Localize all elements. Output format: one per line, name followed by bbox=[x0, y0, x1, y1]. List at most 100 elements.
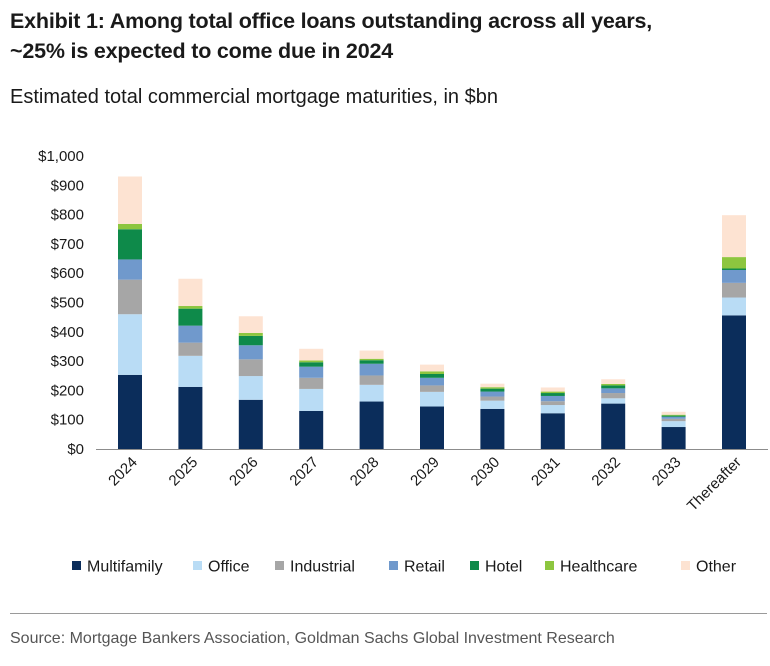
bar-segment-hotel-2030 bbox=[480, 388, 505, 392]
legend-swatch-retail bbox=[389, 561, 398, 570]
bar-segment-multifamily-2026 bbox=[238, 399, 263, 449]
bar-segment-industrial-2028 bbox=[359, 375, 384, 385]
y-tick-label: $700 bbox=[51, 236, 84, 253]
y-tick-label: $500 bbox=[51, 295, 84, 312]
bar-segment-industrial-2024 bbox=[118, 279, 142, 315]
legend-swatch-healthcare bbox=[545, 561, 554, 570]
bar-segment-retail-2024 bbox=[118, 259, 142, 280]
bar-segment-other-2029 bbox=[420, 364, 444, 372]
chart-title: Exhibit 1: Among total office loans outs… bbox=[10, 6, 760, 66]
bar-segment-office-2025 bbox=[178, 355, 203, 387]
x-tick-label: 2024 bbox=[105, 454, 141, 490]
y-tick-label: $600 bbox=[51, 265, 84, 282]
bar-segment-healthcare-2030 bbox=[480, 387, 505, 389]
bar-segment-office-2026 bbox=[238, 376, 263, 400]
bar-segment-industrial-2033 bbox=[661, 418, 686, 422]
y-tick-label: $900 bbox=[51, 177, 84, 194]
y-tick-label: $400 bbox=[51, 324, 84, 341]
stacked-bar-chart: $0 $100 $200 $300 $400 $500 $600 $700 $800 $900 $1… bbox=[38, 148, 768, 576]
y-tick-label: $0 bbox=[67, 441, 84, 458]
bar-segment-hotel-2031 bbox=[540, 393, 565, 396]
legend-swatch-multifamily bbox=[72, 561, 81, 570]
bar-segment-industrial-thereafter bbox=[722, 282, 746, 298]
bar-segment-healthcare-2027 bbox=[299, 360, 324, 363]
bar-segment-industrial-2031 bbox=[540, 401, 565, 406]
bar-segment-other-2033 bbox=[661, 411, 686, 415]
bar-segment-healthcare-2028 bbox=[359, 358, 384, 361]
bar-segment-hotel-2026 bbox=[238, 335, 263, 346]
bar-segment-other-2031 bbox=[540, 387, 565, 392]
bar-segment-office-2029 bbox=[420, 391, 444, 407]
bars bbox=[118, 176, 746, 449]
bar-segment-retail-2028 bbox=[359, 363, 384, 376]
chart-subtitle: Estimated total commercial mortgage matu… bbox=[10, 86, 498, 108]
bar-segment-multifamily-2024 bbox=[118, 374, 142, 449]
footer-divider bbox=[10, 613, 767, 614]
chart-title-line-2: ~25% is expected to come due in 2024 bbox=[10, 39, 393, 63]
bar-segment-retail-2031 bbox=[540, 395, 565, 402]
bar-segment-other-2030 bbox=[480, 383, 505, 388]
bar-segment-industrial-2029 bbox=[420, 385, 444, 392]
bar-segment-hotel-thereafter bbox=[722, 268, 746, 270]
bar-segment-retail-2030 bbox=[480, 391, 505, 397]
bar-segment-industrial-2026 bbox=[238, 359, 263, 377]
bar-segment-multifamily-2029 bbox=[420, 406, 444, 449]
bar-segment-office-2027 bbox=[299, 388, 324, 411]
legend-label-hotel: Hotel bbox=[485, 559, 522, 576]
bar-segment-industrial-2032 bbox=[601, 393, 626, 399]
bar-segment-hotel-2032 bbox=[601, 385, 626, 389]
y-tick-label: $300 bbox=[51, 353, 84, 370]
bar-segment-retail-2027 bbox=[299, 366, 324, 378]
bar-segment-retail-2033 bbox=[661, 416, 686, 419]
bar-segment-multifamily-thereafter bbox=[722, 315, 746, 449]
bar-segment-other-2028 bbox=[359, 350, 384, 359]
bar-segment-office-2030 bbox=[480, 400, 505, 409]
legend-swatch-hotel bbox=[470, 561, 479, 570]
bar-segment-healthcare-2024 bbox=[118, 223, 142, 230]
bar-segment-hotel-2024 bbox=[118, 229, 142, 260]
y-tick-label: $100 bbox=[51, 412, 84, 429]
bar-segment-industrial-2030 bbox=[480, 396, 505, 401]
bar-segment-healthcare-2026 bbox=[238, 332, 263, 336]
legend: Multifamily Office Industrial Retail Hotel He… bbox=[72, 559, 737, 576]
bar-segment-healthcare-2029 bbox=[420, 371, 444, 374]
bar-segment-healthcare-2025 bbox=[178, 306, 203, 309]
bar-segment-other-2026 bbox=[238, 316, 263, 333]
bar-segment-hotel-2025 bbox=[178, 308, 203, 326]
bar-segment-healthcare-2032 bbox=[601, 383, 626, 386]
bar-segment-office-thereafter bbox=[722, 297, 746, 316]
bar-segment-healthcare-2033 bbox=[661, 414, 686, 416]
chart-title-line-1: Exhibit 1: Among total office loans outs… bbox=[10, 9, 653, 33]
x-tick-label: 2027 bbox=[286, 454, 322, 490]
bar-segment-office-2031 bbox=[540, 405, 565, 414]
bar-segment-other-thereafter bbox=[722, 215, 746, 258]
x-tick-label: 2028 bbox=[347, 454, 383, 490]
bar-segment-office-2033 bbox=[661, 421, 686, 428]
y-tick-label: $200 bbox=[51, 382, 84, 399]
bar-segment-multifamily-2027 bbox=[299, 410, 324, 449]
bar-segment-office-2028 bbox=[359, 384, 384, 402]
x-tick-label: 2033 bbox=[649, 454, 685, 490]
bar-segment-hotel-2028 bbox=[359, 360, 384, 364]
bar-segment-office-2024 bbox=[118, 314, 142, 375]
x-tick-label: 2031 bbox=[528, 454, 564, 490]
bar-segment-retail-2032 bbox=[601, 388, 626, 394]
x-tick-label: 2025 bbox=[166, 454, 202, 490]
legend-label-industrial: Industrial bbox=[290, 559, 355, 576]
bar-segment-office-2032 bbox=[601, 398, 626, 404]
legend-label-healthcare: Healthcare bbox=[560, 559, 637, 576]
bar-segment-healthcare-thereafter bbox=[722, 257, 746, 269]
x-tick-label: 2026 bbox=[226, 454, 262, 490]
bar-segment-retail-2025 bbox=[178, 325, 203, 343]
x-tick-label: 2029 bbox=[407, 454, 443, 490]
bar-segment-other-2032 bbox=[601, 379, 626, 384]
bar-segment-multifamily-2031 bbox=[540, 413, 565, 449]
bar-segment-multifamily-2025 bbox=[178, 386, 203, 449]
y-tick-label: $800 bbox=[51, 207, 84, 224]
bar-segment-hotel-2029 bbox=[420, 373, 444, 378]
legend-label-multifamily: Multifamily bbox=[87, 559, 163, 576]
bar-segment-industrial-2027 bbox=[299, 377, 324, 389]
x-tick-label: 2030 bbox=[468, 454, 504, 490]
legend-swatch-office bbox=[193, 561, 202, 570]
bar-segment-hotel-2033 bbox=[661, 415, 686, 417]
